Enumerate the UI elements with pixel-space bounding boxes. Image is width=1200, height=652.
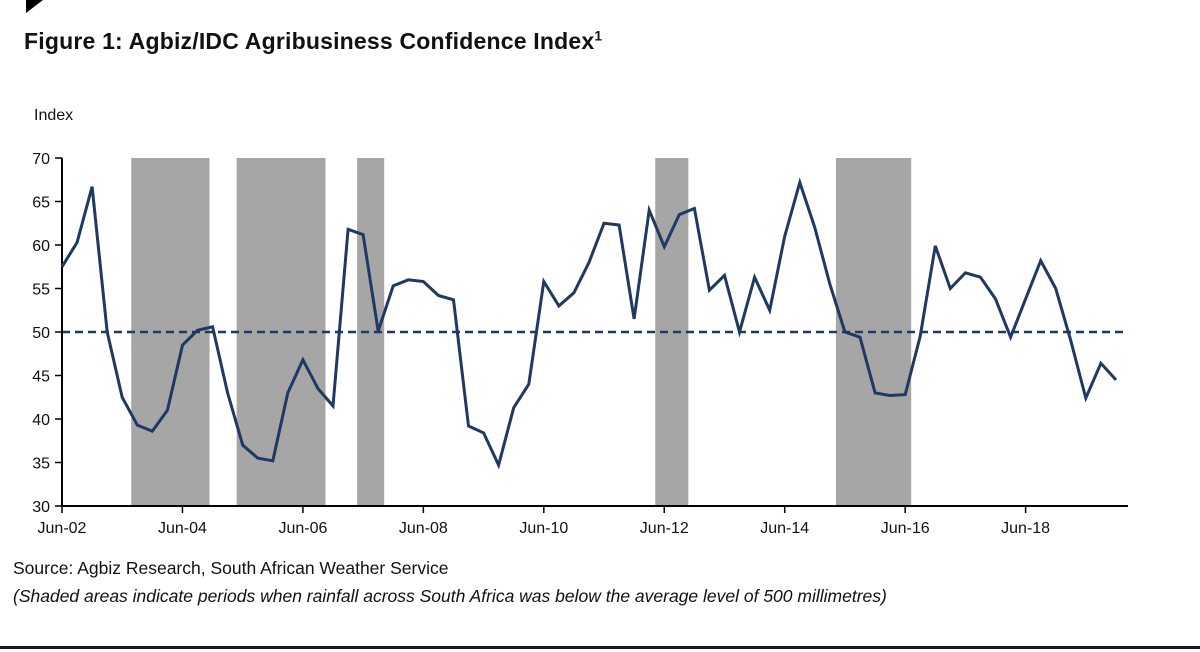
corner-mark <box>26 0 44 19</box>
y-tick-label: 40 <box>32 412 50 429</box>
x-tick-label: Jun-14 <box>760 520 809 537</box>
bottom-rule <box>0 646 1200 649</box>
x-tick-label: Jun-12 <box>640 520 689 537</box>
y-tick-label: 35 <box>32 456 50 473</box>
figure-title-footnote-marker: 1 <box>594 28 603 44</box>
figure-title-text: Figure 1: Agbiz/IDC Agribusiness Confide… <box>24 28 595 54</box>
x-tick-label: Jun-06 <box>278 520 327 537</box>
source-text: Source: Agbiz Research, South African We… <box>13 558 449 578</box>
y-tick-label: 60 <box>32 238 50 255</box>
x-tick-label: Jun-04 <box>158 520 207 537</box>
chart-area: Index 30 35 40 45 50 55 60 65 70 Jun-02 Jun-04 Jun-… <box>0 95 1200 550</box>
chart-canvas: 30 35 40 45 50 55 60 65 70 Jun-02 Jun-04 Jun-06 Jun-… <box>32 151 1128 537</box>
x-tick-label: Jun-16 <box>881 520 930 537</box>
y-tick-label: 55 <box>32 282 50 299</box>
y-axis-title: Index <box>34 107 74 124</box>
y-tick-label: 70 <box>32 151 50 168</box>
corner-mark-shape <box>26 0 43 13</box>
x-tick-label: Jun-02 <box>38 520 87 537</box>
x-tick-label: Jun-18 <box>1001 520 1050 537</box>
x-tick-label: Jun-10 <box>519 520 568 537</box>
figure-title: Figure 1: Agbiz/IDC Agribusiness Confide… <box>24 28 602 55</box>
note-text: (Shaded areas indicate periods when rain… <box>13 586 887 606</box>
y-tick-label: 50 <box>32 325 50 342</box>
y-tick-label: 45 <box>32 369 50 386</box>
confidence-index-line <box>60 177 1118 470</box>
y-tick-label: 65 <box>32 195 50 212</box>
y-tick-label: 30 <box>32 499 50 516</box>
x-tick-label: Jun-08 <box>399 520 448 537</box>
